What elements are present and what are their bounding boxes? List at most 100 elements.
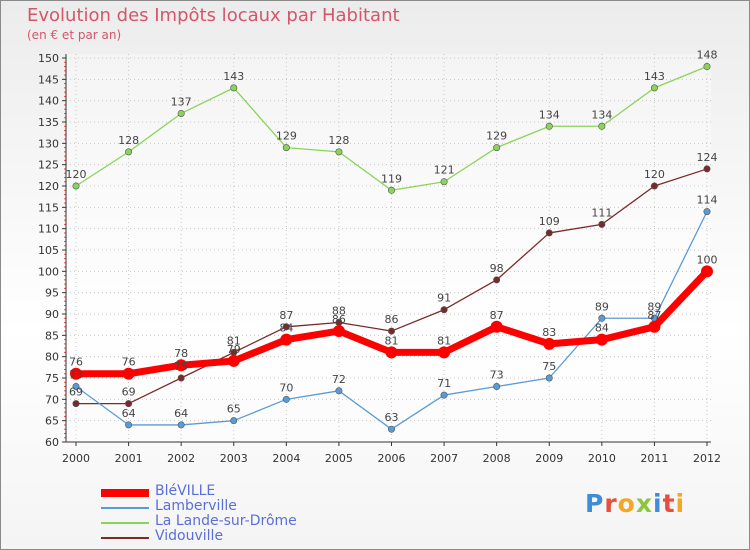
data-point-bleville bbox=[227, 354, 240, 367]
data-label-vidouville: 81 bbox=[227, 334, 241, 347]
data-label-lamberville: 63 bbox=[385, 411, 399, 424]
data-label-bleville: 81 bbox=[437, 334, 451, 347]
legend-swatch-bleville bbox=[101, 489, 149, 497]
data-point-vidouville bbox=[703, 165, 711, 173]
data-label-vidouville: 87 bbox=[279, 309, 293, 322]
data-point-vidouville bbox=[72, 400, 80, 408]
y-tick-label: 95 bbox=[45, 287, 59, 300]
data-point-bleville bbox=[648, 320, 661, 333]
data-label-bleville: 76 bbox=[122, 356, 136, 369]
logo-letter: P bbox=[585, 489, 605, 518]
y-tick-label: 145 bbox=[38, 73, 59, 86]
x-tick-label: 2003 bbox=[220, 452, 248, 465]
data-label-lamberville: 73 bbox=[69, 369, 83, 382]
data-label-vidouville: 120 bbox=[644, 168, 665, 181]
y-tick-label: 150 bbox=[38, 52, 59, 65]
logo-letter: o bbox=[617, 489, 636, 518]
data-point-bleville bbox=[701, 265, 713, 278]
data-point-la-lande-sur-drome bbox=[125, 148, 133, 156]
proxiti-logo: Proxiti bbox=[585, 489, 685, 518]
data-label-vidouville: 91 bbox=[437, 292, 451, 305]
data-point-lamberville bbox=[387, 425, 395, 433]
x-tick-label: 2006 bbox=[378, 452, 406, 465]
data-label-lamberville: 64 bbox=[174, 407, 188, 420]
data-point-vidouville bbox=[387, 327, 395, 335]
data-label-vidouville: 88 bbox=[332, 305, 346, 318]
logo-letter: t bbox=[662, 489, 676, 518]
data-label-la-lande-sur-drome: 120 bbox=[66, 168, 87, 181]
y-tick-label: 65 bbox=[45, 415, 59, 428]
x-tick-label: 2005 bbox=[325, 452, 353, 465]
data-label-lamberville: 114 bbox=[697, 194, 718, 207]
data-label-bleville: 84 bbox=[595, 322, 609, 335]
x-tick-label: 2002 bbox=[167, 452, 195, 465]
data-label-bleville: 87 bbox=[647, 309, 661, 322]
data-label-vidouville: 69 bbox=[122, 386, 136, 399]
x-tick-label: 2009 bbox=[535, 452, 563, 465]
plot-area bbox=[66, 54, 711, 442]
data-point-bleville bbox=[438, 346, 451, 359]
data-label-vidouville: 86 bbox=[385, 313, 399, 326]
data-label-lamberville: 89 bbox=[595, 300, 609, 313]
data-point-lamberville bbox=[440, 391, 448, 399]
data-label-la-lande-sur-drome: 129 bbox=[486, 130, 507, 143]
data-label-bleville: 84 bbox=[279, 322, 293, 335]
chart-title: Evolution des Impôts locaux par Habitant bbox=[27, 5, 400, 26]
y-tick-label: 70 bbox=[45, 393, 59, 406]
legend-label-lamberville: Lamberville bbox=[155, 498, 237, 514]
data-label-vidouville: 111 bbox=[591, 206, 612, 219]
data-point-la-lande-sur-drome bbox=[335, 148, 343, 156]
data-label-bleville: 76 bbox=[69, 356, 83, 369]
data-label-lamberville: 64 bbox=[122, 407, 136, 420]
logo-letter: r bbox=[604, 489, 618, 518]
y-tick-label: 130 bbox=[38, 137, 59, 150]
legend-label-la-lande-sur-drome: La Lande-sur-Drôme bbox=[155, 513, 297, 529]
data-label-lamberville: 70 bbox=[279, 381, 293, 394]
y-tick-label: 90 bbox=[45, 308, 59, 321]
data-label-lamberville: 65 bbox=[227, 403, 241, 416]
data-point-lamberville bbox=[230, 417, 238, 425]
data-point-la-lande-sur-drome bbox=[545, 122, 553, 130]
data-label-la-lande-sur-drome: 137 bbox=[171, 95, 192, 108]
data-label-lamberville: 72 bbox=[332, 373, 346, 386]
data-point-la-lande-sur-drome bbox=[230, 84, 238, 92]
x-tick-label: 2004 bbox=[272, 452, 300, 465]
data-point-lamberville bbox=[493, 383, 501, 391]
data-label-bleville: 86 bbox=[332, 313, 346, 326]
logo-letter: x bbox=[635, 489, 653, 518]
data-label-vidouville: 69 bbox=[69, 386, 83, 399]
data-point-vidouville bbox=[545, 229, 553, 237]
legend-swatch-vidouville bbox=[101, 537, 149, 539]
data-point-lamberville bbox=[282, 395, 290, 403]
data-label-vidouville: 124 bbox=[697, 151, 718, 164]
data-point-lamberville bbox=[545, 374, 553, 382]
data-point-bleville bbox=[385, 346, 398, 359]
data-point-vidouville bbox=[598, 220, 606, 228]
y-tick-label: 140 bbox=[38, 95, 59, 108]
data-label-la-lande-sur-drome: 129 bbox=[276, 130, 297, 143]
y-tick-label: 60 bbox=[45, 436, 59, 449]
data-point-la-lande-sur-drome bbox=[177, 109, 185, 117]
data-label-la-lande-sur-drome: 128 bbox=[328, 134, 349, 147]
data-label-bleville: 87 bbox=[490, 309, 504, 322]
data-label-la-lande-sur-drome: 134 bbox=[591, 108, 612, 121]
data-point-la-lande-sur-drome bbox=[650, 84, 658, 92]
data-point-vidouville bbox=[282, 323, 290, 331]
legend-swatch-lamberville bbox=[101, 507, 149, 509]
legend-swatch-la-lande-sur-drome bbox=[101, 522, 149, 524]
logo-letter: i bbox=[653, 489, 663, 518]
legend-label-bleville: BléVILLE bbox=[155, 483, 216, 499]
data-label-la-lande-sur-drome: 119 bbox=[381, 172, 402, 185]
data-point-bleville bbox=[332, 325, 345, 338]
data-point-lamberville bbox=[177, 421, 185, 429]
data-label-bleville: 81 bbox=[385, 334, 399, 347]
data-label-bleville: 83 bbox=[542, 326, 556, 339]
data-label-lamberville: 75 bbox=[542, 360, 556, 373]
data-point-la-lande-sur-drome bbox=[493, 144, 501, 152]
data-point-bleville bbox=[280, 333, 293, 346]
x-tick-label: 2007 bbox=[430, 452, 458, 465]
y-tick-label: 125 bbox=[38, 159, 59, 172]
data-label-bleville: 79 bbox=[227, 343, 241, 356]
y-tick-label: 100 bbox=[38, 265, 59, 278]
